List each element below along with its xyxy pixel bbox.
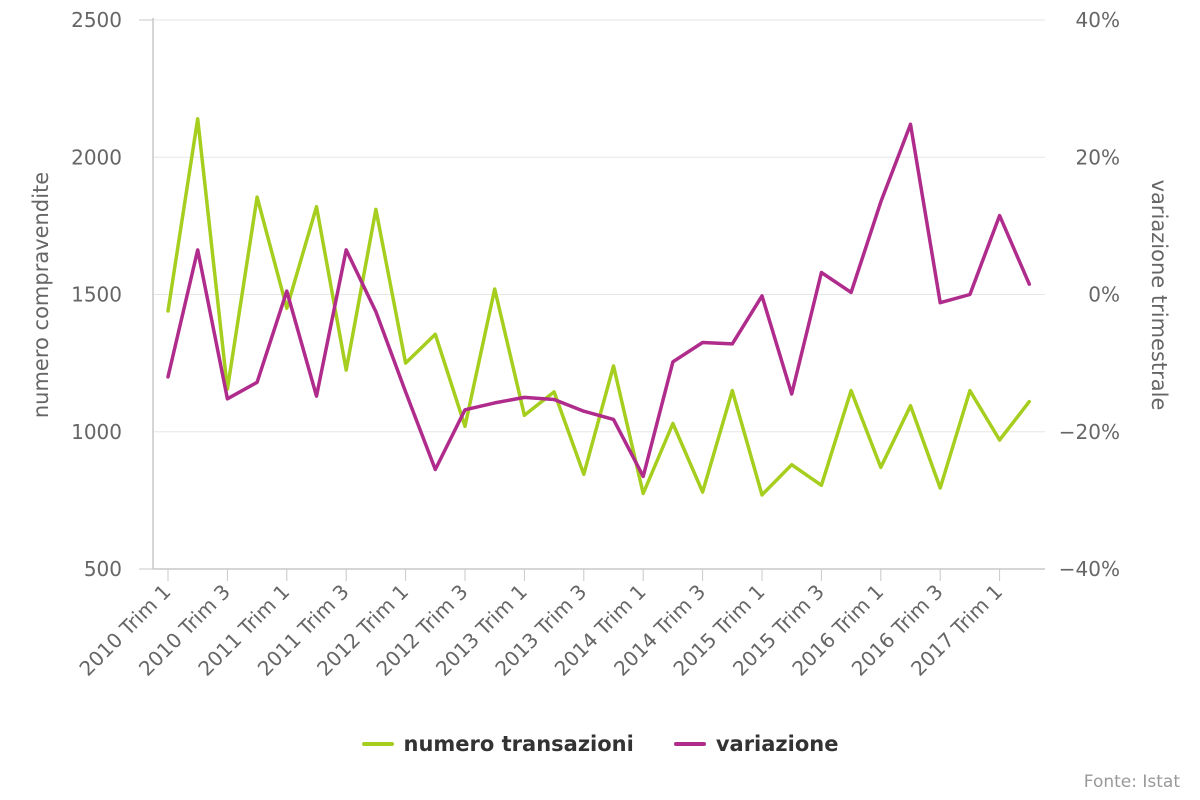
y-axis-right-title: variazione trimestrale — [1147, 180, 1171, 411]
legend-item-numero-transazioni[interactable]: numero transazioni — [361, 732, 634, 756]
y-left-tick-label: 1500 — [71, 283, 122, 307]
grid-lines — [153, 19, 1045, 433]
y-right-tick-label: −20% — [1059, 420, 1120, 444]
credits[interactable]: Fonte: Istat — [1083, 772, 1180, 792]
y-right-tick-label: 40% — [1076, 8, 1120, 32]
legend-swatch-green — [361, 742, 394, 746]
legend-swatch-purple — [673, 742, 706, 746]
legend-item-variazione[interactable]: variazione — [673, 732, 839, 756]
series-lines — [166, 117, 1032, 497]
series-line-variazione — [166, 122, 1032, 479]
y-axis-right-ticks: 40% 20% 0% −20% −40% — [1059, 8, 1120, 581]
axes — [139, 18, 1045, 570]
y-right-tick-label: −40% — [1059, 557, 1120, 581]
y-right-tick-label: 0% — [1088, 283, 1120, 307]
y-left-tick-label: 1000 — [71, 420, 122, 444]
legend-label: variazione — [715, 732, 839, 756]
legend: numero transazioni variazione — [0, 732, 1200, 756]
legend-label: numero transazioni — [403, 732, 634, 756]
y-left-tick-label: 500 — [84, 557, 122, 581]
y-axis-left-ticks: 2500 2000 1500 1000 500 — [71, 8, 122, 581]
y-axis-left-title: numero compravendite — [29, 172, 53, 418]
y-left-tick-label: 2500 — [71, 8, 122, 32]
series-line-numero-transazioni — [166, 117, 1032, 497]
y-left-tick-label: 2000 — [71, 145, 122, 169]
y-right-tick-label: 20% — [1076, 145, 1120, 169]
